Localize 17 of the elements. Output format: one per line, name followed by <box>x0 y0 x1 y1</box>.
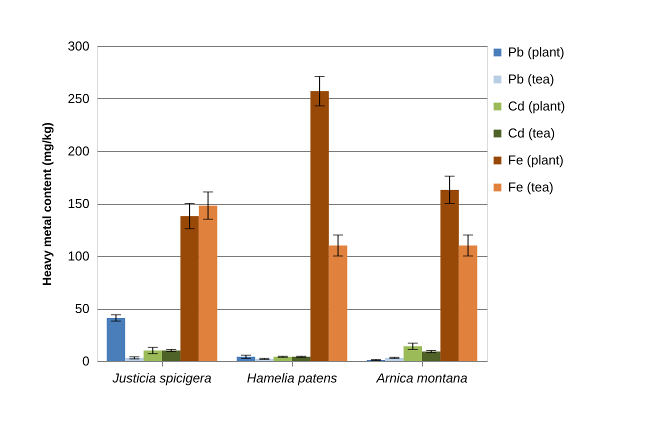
y-axis-title: Heavy metal content (mg/kg) <box>40 122 54 286</box>
legend-label: Cd (plant) <box>508 98 566 114</box>
y-tick-label: 100 <box>68 248 90 264</box>
x-tick-label: Arnica montana <box>375 370 468 386</box>
x-tick-label: Justicia spicigera <box>112 370 212 386</box>
legend-label: Fe (plant) <box>508 152 564 168</box>
y-tick-label: 250 <box>68 91 90 106</box>
y-tick-label: 150 <box>68 196 90 211</box>
legend-label: Fe (tea) <box>508 180 554 194</box>
legend-label: Cd (tea) <box>508 126 555 140</box>
legend-label: Pb (tea) <box>508 72 554 86</box>
y-tick-label: 0 <box>82 354 90 368</box>
y-tick-label: 300 <box>68 38 90 54</box>
x-tick-label: Hamelia patens <box>246 370 338 386</box>
y-tick-label: 200 <box>68 144 90 158</box>
y-tick-label: 50 <box>75 301 90 316</box>
legend-label: Pb (plant) <box>508 44 564 60</box>
